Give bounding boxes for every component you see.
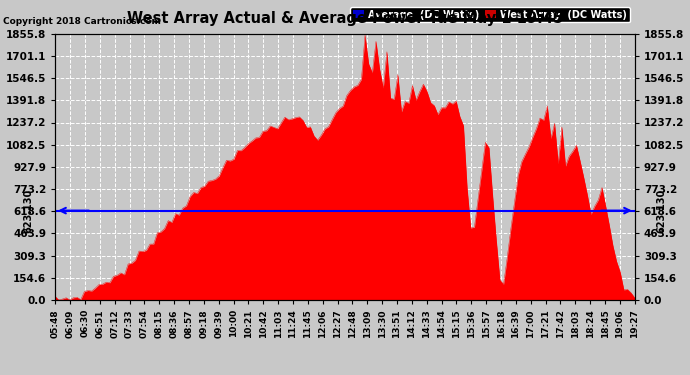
Text: Copyright 2018 Cartronics.com: Copyright 2018 Cartronics.com bbox=[3, 17, 161, 26]
Text: 623.130: 623.130 bbox=[657, 189, 667, 233]
Text: West Array Actual & Average Power Tue May 1 19:45: West Array Actual & Average Power Tue Ma… bbox=[127, 11, 563, 26]
Text: 623.130: 623.130 bbox=[23, 189, 33, 233]
Legend: Average  (DC Watts), West Array  (DC Watts): Average (DC Watts), West Array (DC Watts… bbox=[350, 7, 630, 22]
